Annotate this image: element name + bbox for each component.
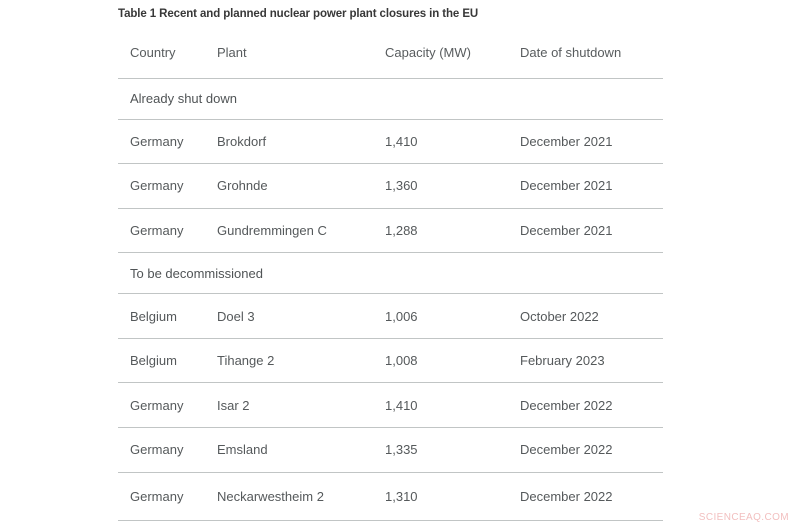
cell-plant: Gundremmingen C (217, 222, 327, 238)
cell-plant: Tihange 2 (217, 353, 275, 369)
cell-plant: Emsland (217, 442, 268, 458)
cell-capacity: 1,410 (385, 133, 418, 149)
table-row: Germany Isar 2 1,410 December 2022 (118, 383, 663, 428)
cell-plant: Isar 2 (217, 397, 250, 413)
article-table-block: Table 1 Recent and planned nuclear power… (118, 0, 663, 521)
watermark: SCIENCEAQ.COM (698, 512, 789, 523)
cell-plant: Neckarwestheim 2 (217, 488, 324, 504)
cell-country: Germany (130, 133, 184, 149)
section-label: Already shut down (130, 91, 237, 106)
column-header-country: Country (118, 28, 205, 79)
cell-country: Germany (130, 222, 184, 238)
table-row: Germany Emsland 1,335 December 2022 (118, 428, 663, 473)
cell-date: December 2022 (520, 488, 613, 504)
section-row: Already shut down (118, 78, 663, 119)
cell-country: Germany (130, 442, 184, 458)
cell-plant: Grohnde (217, 178, 268, 194)
cell-country: Belgium (130, 308, 177, 324)
table-row: Belgium Tihange 2 1,008 February 2023 (118, 338, 663, 383)
cell-date: December 2021 (520, 133, 613, 149)
section-row: To be decommissioned (118, 253, 663, 294)
section-label: To be decommissioned (130, 265, 263, 281)
column-header-date: Date of shutdown (508, 28, 663, 79)
cell-plant: Doel 3 (217, 308, 255, 324)
cell-date: February 2023 (520, 353, 605, 369)
cell-date: December 2022 (520, 442, 613, 458)
cell-date: December 2021 (520, 178, 613, 194)
cell-capacity: 1,410 (385, 397, 418, 413)
header-row: Country Plant Capacity (MW) Date of shut… (118, 28, 663, 79)
cell-capacity: 1,006 (385, 308, 418, 324)
cell-capacity: 1,288 (385, 222, 418, 238)
cell-date: December 2021 (520, 222, 613, 238)
table-body: Already shut down Germany Brokdorf 1,410 Dec… (118, 78, 663, 521)
cell-plant: Brokdorf (217, 133, 267, 149)
cell-capacity: 1,008 (385, 353, 418, 369)
cell-capacity: 1,335 (385, 442, 418, 458)
table-row: Belgium Doel 3 1,006 October 2022 (118, 294, 663, 339)
cell-date: December 2022 (520, 397, 613, 413)
column-header-plant: Plant (205, 28, 373, 79)
cell-country: Belgium (130, 353, 177, 369)
cell-capacity: 1,360 (385, 178, 418, 194)
closures-table: Country Plant Capacity (MW) Date of shut… (118, 28, 663, 521)
table-row: Germany Grohnde 1,360 December 2021 (118, 164, 663, 209)
table-header: Country Plant Capacity (MW) Date of shut… (118, 28, 663, 79)
cell-capacity: 1,310 (385, 488, 418, 504)
column-header-capacity: Capacity (MW) (373, 28, 508, 79)
cell-date: October 2022 (520, 308, 599, 324)
table-row: Germany Neckarwestheim 2 1,310 December 202… (118, 472, 663, 521)
table-row: Germany Brokdorf 1,410 December 2021 (118, 119, 663, 164)
cell-country: Germany (130, 488, 184, 504)
cell-country: Germany (130, 397, 184, 413)
table-row: Germany Gundremmingen C 1,288 December 2021 (118, 208, 663, 253)
table-title: Table 1 Recent and planned nuclear power… (118, 8, 479, 20)
cell-country: Germany (130, 178, 184, 194)
